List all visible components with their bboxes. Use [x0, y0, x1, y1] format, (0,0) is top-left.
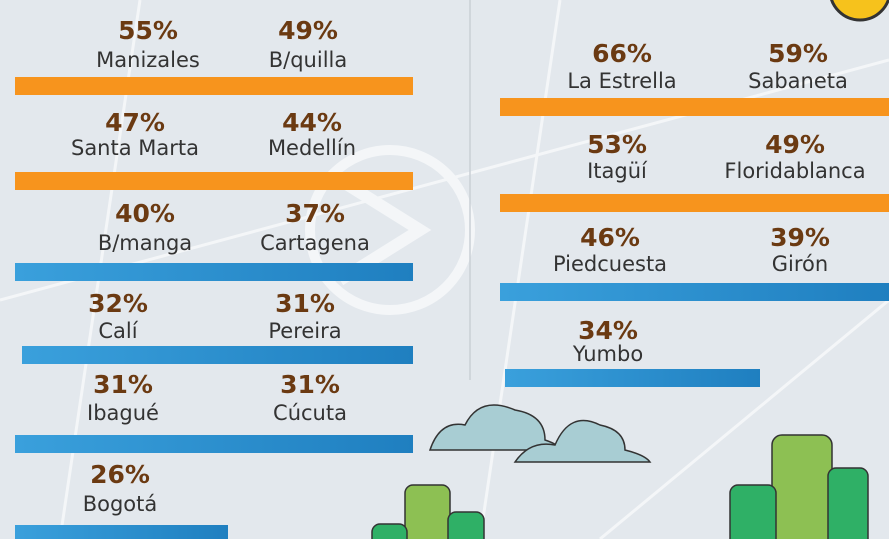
percent: 53% — [587, 130, 647, 159]
percent: 37% — [285, 199, 345, 228]
bar — [15, 77, 413, 95]
percent: 66% — [592, 39, 652, 68]
city-name: Pereira — [268, 319, 341, 343]
city-name: Manizales — [96, 48, 200, 72]
city-name: Santa Marta — [71, 136, 199, 160]
bar — [15, 525, 228, 539]
city-name: Ibagué — [87, 401, 159, 425]
percent: 49% — [278, 16, 338, 45]
bar — [22, 346, 413, 364]
city-name: B/manga — [98, 231, 192, 255]
percent: 40% — [115, 199, 175, 228]
percent: 34% — [578, 316, 638, 345]
bar — [15, 172, 413, 190]
city-name: Bogotá — [83, 492, 158, 516]
city-name: B/quilla — [269, 48, 348, 72]
bar — [15, 263, 413, 281]
percent: 39% — [770, 223, 830, 252]
percent: 55% — [118, 16, 178, 45]
bar — [500, 194, 889, 212]
percent: 47% — [105, 108, 165, 137]
percent: 32% — [88, 289, 148, 318]
city-name: Yumbo — [572, 342, 643, 366]
city-name: Cartagena — [260, 231, 370, 255]
percent: 44% — [282, 108, 342, 137]
city-name: Cúcuta — [273, 401, 347, 425]
infographic: 55% Manizales 49% B/quilla 47%Santa Marta 44%… — [0, 0, 889, 539]
bar — [505, 369, 760, 387]
city-name: Piedcuesta — [553, 252, 667, 276]
bar — [15, 435, 413, 453]
city-name: Medellín — [268, 136, 356, 160]
city-name: Floridablanca — [724, 159, 865, 183]
city-name: Itagüí — [587, 159, 648, 183]
bar — [500, 283, 889, 301]
percent: 31% — [275, 289, 335, 318]
percent: 26% — [90, 460, 150, 489]
percent: 59% — [768, 39, 828, 68]
percent: 31% — [280, 370, 340, 399]
bar — [500, 98, 889, 116]
city-name: La Estrella — [567, 69, 676, 93]
city-name: Sabaneta — [748, 69, 848, 93]
percent: 31% — [93, 370, 153, 399]
city-name: Calí — [98, 319, 138, 343]
percent: 49% — [765, 130, 825, 159]
percent: 46% — [580, 223, 640, 252]
city-name: Girón — [772, 252, 828, 276]
